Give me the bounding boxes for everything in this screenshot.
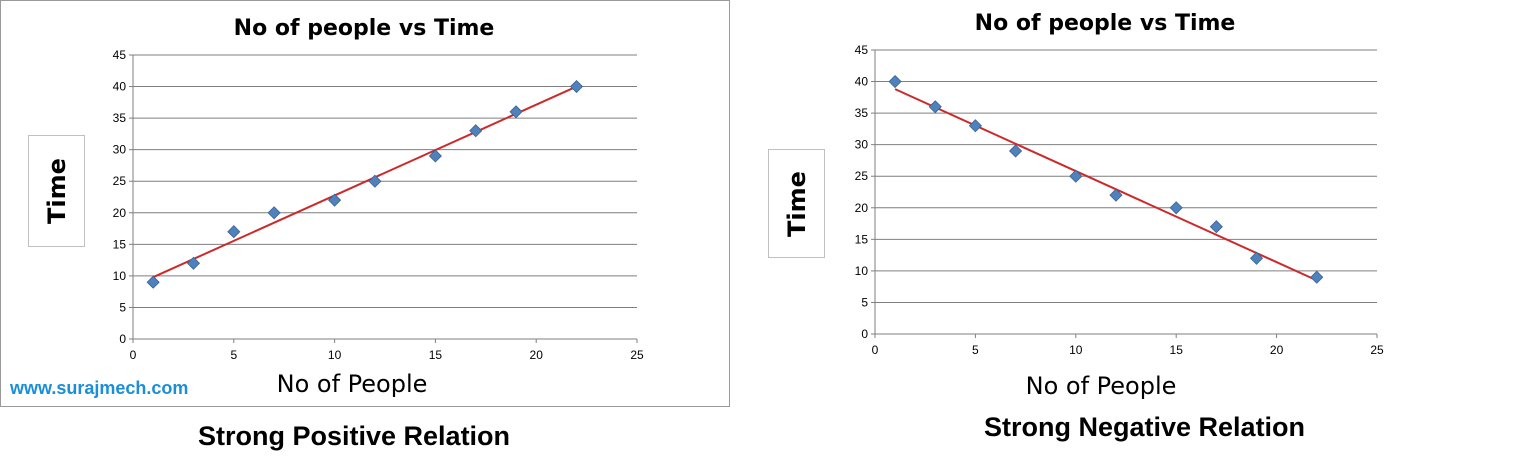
x-axis-label: No of People <box>1025 372 1177 400</box>
chart-title: No of people vs Time <box>974 11 1236 36</box>
x-tick-label: 15 <box>429 348 443 362</box>
watermark-link[interactable]: www.surajmech.com <box>10 378 189 398</box>
y-tick-label: 25 <box>113 174 127 188</box>
data-point <box>428 149 442 163</box>
caption-positive: Strong Positive Relation <box>198 421 511 451</box>
trendline <box>894 88 1318 282</box>
y-tick-label: 25 <box>855 169 869 183</box>
y-tick-label: 35 <box>855 106 869 120</box>
data-point <box>1008 144 1023 158</box>
data-point <box>509 105 523 119</box>
data-point <box>569 79 584 94</box>
y-tick-label: 15 <box>113 237 127 251</box>
data-point <box>227 225 241 239</box>
trendline <box>152 85 577 279</box>
y-tick-label: 30 <box>113 143 127 157</box>
data-point <box>328 193 342 207</box>
y-tick-label: 40 <box>113 80 127 94</box>
data-point <box>1209 220 1223 234</box>
x-tick-label: 0 <box>872 343 879 357</box>
data-point <box>186 256 201 270</box>
y-tick-label: 10 <box>113 269 127 283</box>
chart-panel-positive: No of people vs Time Time 0 5 10 15 20 25 30 35… <box>0 0 732 410</box>
data-point <box>1069 169 1083 183</box>
y-tick-label: 35 <box>113 111 127 125</box>
x-tick-label: 10 <box>328 348 342 362</box>
y-axis-label-box: Time <box>28 135 85 247</box>
y-tick-label: 20 <box>113 206 127 220</box>
x-tick-label: 25 <box>630 348 644 362</box>
chart-panel-negative: No of people vs Time Time 0 5 10 15 20 25 30 35… <box>760 0 1524 410</box>
data-point <box>267 206 281 220</box>
data-point <box>928 100 942 114</box>
data-point <box>1249 251 1264 265</box>
data-point <box>1169 201 1183 215</box>
y-axis-label-box: Time <box>768 149 825 258</box>
y-tick-label: 10 <box>855 264 869 278</box>
data-point <box>968 119 982 133</box>
y-tick-label: 5 <box>119 300 126 314</box>
y-tick-label: 5 <box>861 295 868 309</box>
y-tick-label: 30 <box>855 138 869 152</box>
data-point <box>469 124 483 138</box>
chart-title: No of people vs Time <box>233 16 495 41</box>
y-tick-label: 45 <box>113 48 127 62</box>
x-tick-label: 25 <box>1370 343 1384 357</box>
x-tick-label: 10 <box>1069 343 1083 357</box>
x-axis-label: No of People <box>276 370 428 398</box>
y-tick-label: 0 <box>119 332 126 346</box>
y-tick-label: 45 <box>855 43 869 57</box>
x-tick-label: 20 <box>530 348 544 362</box>
scatter-plot-positive: 0 5 10 15 20 25 30 35 40 45 0 5 10 15 20 25 <box>113 48 644 362</box>
x-tick-label: 0 <box>130 348 137 362</box>
data-point <box>1310 270 1324 284</box>
x-tick-label: 5 <box>972 343 979 357</box>
chart-frame <box>0 0 730 407</box>
data-point <box>146 275 160 289</box>
x-tick-label: 20 <box>1270 343 1284 357</box>
y-tick-label: 40 <box>855 75 869 89</box>
y-tick-label: 20 <box>855 201 869 215</box>
x-tick-label: 15 <box>1170 343 1184 357</box>
scatter-plot-negative: 0 5 10 15 20 25 30 35 40 45 0 5 10 15 20 25 <box>855 43 1384 357</box>
caption-negative: Strong Negative Relation <box>984 412 1306 442</box>
data-point <box>888 74 902 89</box>
data-point <box>1109 188 1123 202</box>
y-tick-label: 0 <box>861 327 868 341</box>
data-point <box>368 174 382 188</box>
x-tick-label: 5 <box>230 348 237 362</box>
y-tick-label: 15 <box>855 232 869 246</box>
